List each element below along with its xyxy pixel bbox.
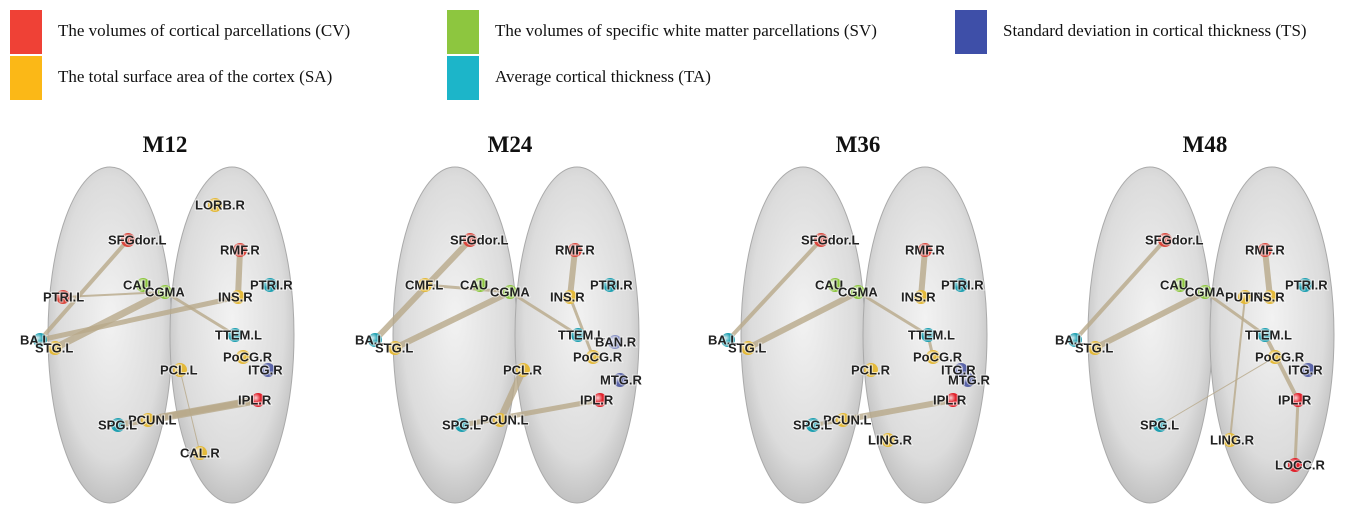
node-label: SPG.L <box>442 417 481 432</box>
node-label: LING.R <box>1210 432 1255 447</box>
left-hemisphere <box>741 167 865 503</box>
legend-swatch <box>10 10 42 54</box>
legend-swatch <box>10 56 42 100</box>
node-label: STG.L <box>1075 340 1113 355</box>
node-label: INS.R <box>218 289 253 304</box>
left-hemisphere <box>1088 167 1212 503</box>
node-label: RMF.R <box>220 242 260 257</box>
node-label: LING.R <box>868 432 913 447</box>
legend-swatch <box>447 56 479 100</box>
node-label: PCUN.L <box>480 412 528 427</box>
node-label: PCL.R <box>851 362 891 377</box>
node-label: ITG.R <box>1288 362 1323 377</box>
legend-swatch <box>447 10 479 54</box>
node-label: RMF.R <box>1245 242 1285 257</box>
legend-label: Standard deviation in cortical thickness… <box>1003 21 1307 40</box>
node-label: INS.R <box>1250 289 1285 304</box>
node-label: LORB.R <box>195 197 245 212</box>
node-label: STG.L <box>35 340 73 355</box>
brain-panel: M48SFGdor.LRMF.RCAUCGMAPUT.RINS.RPTRI.RB… <box>1055 132 1334 503</box>
legend: The volumes of cortical parcellations (C… <box>10 10 1307 100</box>
node-label: STG.L <box>728 340 766 355</box>
node-label: LOCC.R <box>1275 457 1325 472</box>
node-label: CAU <box>1160 277 1188 292</box>
node-label: MTG.R <box>948 372 990 387</box>
legend-swatch <box>955 10 987 54</box>
node-label: SPG.L <box>793 417 832 432</box>
node-label: PCL.R <box>503 362 543 377</box>
legend-label: Average cortical thickness (TA) <box>495 67 711 86</box>
node-label: CGMA <box>1185 284 1225 299</box>
node-label: SFGdor.L <box>1145 232 1204 247</box>
legend-label: The volumes of cortical parcellations (C… <box>58 21 350 40</box>
node-label: TTEM.L <box>1245 327 1292 342</box>
node-label: IPL.R <box>1278 392 1312 407</box>
node-label: TTEM.L <box>215 327 262 342</box>
node-label: CGMA <box>838 284 878 299</box>
node-label: CAL.R <box>180 445 220 460</box>
node-label: PTRI.R <box>590 277 633 292</box>
node-label: CGMA <box>145 284 185 299</box>
node-label: SPG.L <box>1140 417 1179 432</box>
node-label: STG.L <box>375 340 413 355</box>
node-label: INS.R <box>550 289 585 304</box>
node-label: IPL.R <box>580 392 614 407</box>
node-label: MTG.R <box>600 372 642 387</box>
node-label: PTRI.R <box>941 277 984 292</box>
node-label: RMF.R <box>555 242 595 257</box>
panel-title: M24 <box>488 132 533 157</box>
legend-label: The total surface area of the cortex (SA… <box>58 67 332 86</box>
node-label: IPL.R <box>933 392 967 407</box>
node-label: PTRI.R <box>250 277 293 292</box>
node-label: IPL.R <box>238 392 272 407</box>
brain-panel: M36SFGdor.LRMF.RCAUCGMAINS.RPTRI.RBA.LST… <box>708 132 990 503</box>
node-label: CMF.L <box>405 277 443 292</box>
node-label: CGMA <box>490 284 530 299</box>
node-label: SPG.L <box>98 417 137 432</box>
node-label: PoCG.R <box>573 349 623 364</box>
panel-title: M48 <box>1183 132 1228 157</box>
brain-panel: M12SFGdor.LLORB.RRMF.RCAUCGMAPTRI.LINS.R… <box>20 132 294 503</box>
legend-label: The volumes of specific white matter par… <box>495 21 877 40</box>
node-label: CAU <box>460 277 488 292</box>
node-label: SFGdor.L <box>108 232 167 247</box>
node-label: BAN.R <box>595 334 637 349</box>
node-label: SFGdor.L <box>801 232 860 247</box>
figure: The volumes of cortical parcellations (C… <box>0 0 1346 508</box>
panel-title: M36 <box>836 132 881 157</box>
node-label: TTEM.L <box>908 327 955 342</box>
node-label: PCL.L <box>160 362 198 377</box>
panel-title: M12 <box>143 132 188 157</box>
left-hemisphere <box>393 167 517 503</box>
node-label: INS.R <box>901 289 936 304</box>
node-label: RMF.R <box>905 242 945 257</box>
node-label: SFGdor.L <box>450 232 509 247</box>
node-label: ITG.R <box>248 362 283 377</box>
panels: M12SFGdor.LLORB.RRMF.RCAUCGMAPTRI.LINS.R… <box>20 132 1334 503</box>
node-label: PTRI.L <box>43 289 84 304</box>
node-label: PTRI.R <box>1285 277 1328 292</box>
